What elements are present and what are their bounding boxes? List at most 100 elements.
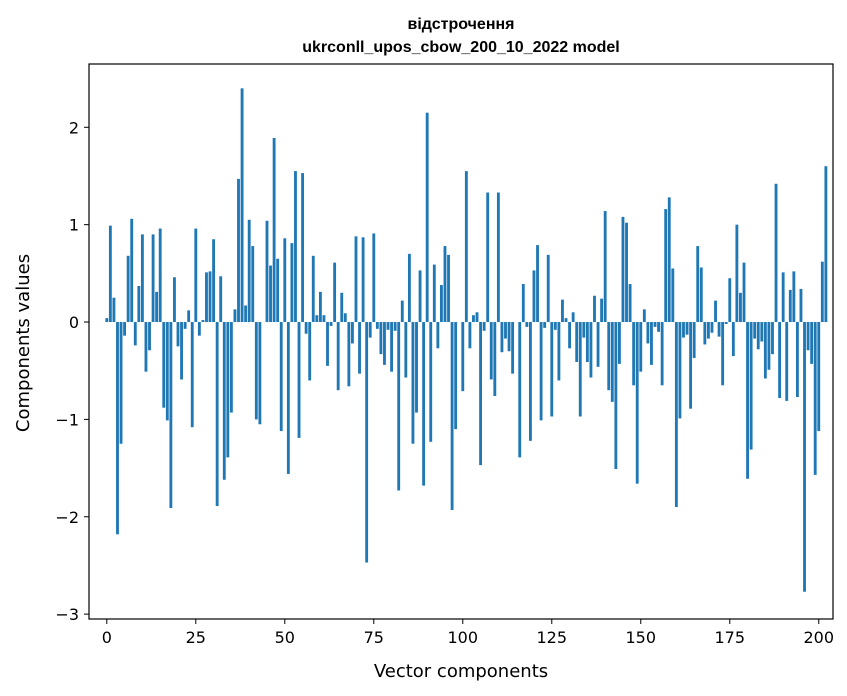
bar-component-70: [354, 236, 358, 323]
bar-component-26: [197, 322, 201, 336]
bar-component-199: [813, 322, 817, 475]
bar-component-94: [439, 285, 443, 323]
bar-component-202: [824, 166, 828, 323]
bar-component-143: [614, 322, 618, 470]
bar-component-138: [596, 322, 600, 367]
bar-component-12: [148, 322, 151, 351]
bar-component-2: [112, 297, 116, 323]
bar-component-64: [333, 262, 337, 323]
bar-component-50: [283, 238, 287, 323]
bar-component-134: [582, 322, 586, 338]
bar-component-165: [692, 322, 696, 359]
bar-component-81: [393, 322, 397, 331]
bar-component-67: [343, 313, 347, 323]
bar-component-86: [411, 322, 415, 444]
bar-component-179: [742, 262, 746, 323]
bar-component-38: [240, 88, 244, 323]
bar-component-154: [653, 322, 657, 327]
y-tick-label: 2: [69, 118, 79, 137]
bar-component-201: [820, 261, 824, 323]
bar-component-175: [728, 278, 732, 323]
bar-component-111: [500, 322, 504, 353]
bar-component-136: [589, 322, 593, 378]
bar-component-97: [450, 322, 454, 510]
bar-component-6: [126, 255, 130, 323]
bar-component-16: [162, 322, 166, 408]
bar-component-125: [550, 322, 554, 417]
bar-component-164: [689, 322, 693, 409]
bar-component-48: [276, 258, 280, 323]
bar-component-195: [799, 288, 803, 323]
bar-component-105: [479, 322, 483, 466]
bar-component-46: [269, 265, 272, 323]
bar-component-169: [706, 322, 710, 339]
bar-component-152: [646, 322, 650, 344]
bar-component-135: [585, 322, 589, 362]
bar-component-133: [578, 322, 582, 417]
bar-component-95: [443, 246, 447, 323]
bar-component-185: [763, 322, 767, 379]
bar-component-53: [294, 171, 297, 323]
bar-component-193: [792, 271, 796, 323]
bar-component-170: [710, 322, 714, 333]
bar-component-178: [739, 292, 742, 323]
bar-component-155: [657, 322, 660, 332]
bar-component-121: [536, 245, 539, 323]
bar-component-52: [290, 243, 294, 323]
x-tick-label: 75: [364, 628, 384, 647]
bar-component-91: [429, 322, 433, 442]
bar-component-159: [671, 268, 675, 323]
bar-component-158: [667, 197, 671, 323]
bar-component-34: [226, 322, 230, 458]
bar-component-183: [756, 322, 760, 350]
bar-component-27: [201, 320, 205, 323]
bar-component-15: [158, 228, 162, 323]
bar-component-148: [632, 322, 636, 386]
bar-component-171: [714, 300, 717, 323]
bar-component-1: [108, 225, 112, 323]
bar-component-188: [774, 183, 778, 323]
bar-component-177: [735, 224, 739, 323]
y-tick-label: −1: [55, 410, 79, 429]
bar-component-78: [383, 322, 386, 365]
bar-component-72: [361, 237, 365, 323]
bar-component-190: [781, 272, 785, 323]
bar-component-141: [607, 322, 611, 391]
bar-component-109: [493, 322, 497, 397]
bar-component-3: [116, 322, 119, 535]
bar-component-87: [415, 322, 418, 413]
y-axis-label: Components values: [13, 254, 34, 432]
bar-component-39: [244, 305, 248, 323]
bar-component-126: [553, 322, 557, 330]
bar-component-167: [699, 267, 703, 323]
bar-component-5: [123, 322, 127, 336]
bar-component-107: [486, 192, 490, 323]
bar-component-189: [778, 322, 782, 398]
y-axis-ticks: −3 −2 −1 0 1 2: [55, 118, 89, 624]
bar-component-102: [468, 322, 472, 349]
bar-component-51: [286, 322, 290, 474]
bar-component-160: [674, 322, 678, 508]
bar-component-127: [557, 322, 561, 381]
bar-component-168: [703, 322, 707, 345]
bar-component-25: [194, 228, 198, 323]
bar-component-30: [212, 239, 216, 323]
bar-component-60: [318, 291, 322, 323]
bar-component-80: [390, 322, 394, 372]
bars-group: [105, 88, 828, 592]
bar-component-20: [176, 322, 180, 347]
bar-component-100: [461, 322, 465, 392]
bar-component-150: [639, 322, 643, 372]
bar-component-49: [279, 322, 283, 432]
x-tick-label: 150: [625, 628, 656, 647]
bar-component-28: [205, 272, 208, 323]
bar-component-176: [731, 322, 735, 357]
bar-component-13: [151, 234, 155, 323]
bar-component-19: [173, 277, 176, 323]
bar-component-11: [144, 322, 148, 372]
bar-component-166: [696, 246, 700, 323]
bar-component-8: [133, 322, 137, 346]
bar-component-145: [621, 216, 625, 323]
bar-component-149: [635, 322, 639, 484]
bar-component-116: [518, 322, 522, 458]
